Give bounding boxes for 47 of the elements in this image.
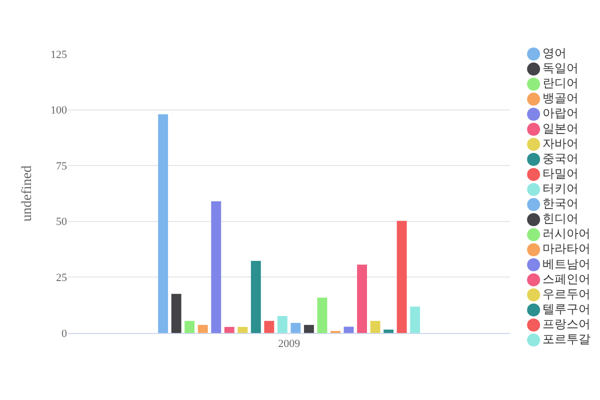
bar <box>250 260 261 333</box>
y-tick-label: 125 <box>50 48 68 61</box>
y-tick-label: 50 <box>56 216 68 228</box>
x-tick-label: 2009 <box>278 338 301 350</box>
bar <box>317 298 328 333</box>
legend-label: 스페인어 <box>542 272 591 286</box>
legend-label: 중국어 <box>542 151 579 166</box>
y-axis-title: undefined <box>20 165 36 222</box>
legend-label: 텔루구어 <box>542 302 591 316</box>
y-tick-label: 25 <box>56 272 68 284</box>
legend-label: 러시아어 <box>542 226 591 241</box>
bar <box>198 324 208 333</box>
legend-label: 타밀어 <box>542 166 579 180</box>
bar <box>344 326 354 333</box>
bar <box>384 330 394 333</box>
bar <box>290 322 301 333</box>
legend-label: 한국어 <box>542 196 579 211</box>
bar <box>158 114 168 333</box>
legend-label: 뱅골어 <box>542 91 579 106</box>
bar <box>238 326 248 333</box>
bar <box>304 324 314 333</box>
y-tick-label: 0 <box>62 328 68 340</box>
legend-label: 터키어 <box>542 182 579 196</box>
bar <box>277 316 288 333</box>
legend-label: 아랍어 <box>542 106 579 120</box>
legend-label: 힌디어 <box>542 212 579 226</box>
legend-label: 독일어 <box>542 61 579 76</box>
bar <box>211 201 222 333</box>
bar <box>184 320 195 333</box>
legend-label: 마라타어 <box>542 242 591 256</box>
legend-label: 란디어 <box>542 76 579 90</box>
legend-label: 포르투갈 <box>542 332 591 346</box>
bar <box>224 326 234 333</box>
legend-label: 영어 <box>542 46 567 60</box>
y-tick-label: 100 <box>50 104 68 117</box>
legend-label: 일본어 <box>542 121 579 136</box>
bar <box>370 320 380 333</box>
bar <box>357 264 367 333</box>
bar <box>396 220 407 333</box>
bar <box>171 294 182 333</box>
bar <box>264 320 274 333</box>
legend-label: 베트남어 <box>542 256 591 271</box>
bar <box>410 306 420 333</box>
y-tick-label: 75 <box>56 160 68 172</box>
legend-label: 우르두어 <box>542 286 591 301</box>
legend-label: 프랑스어 <box>542 317 591 332</box>
legend-label: 자바어 <box>542 136 579 150</box>
